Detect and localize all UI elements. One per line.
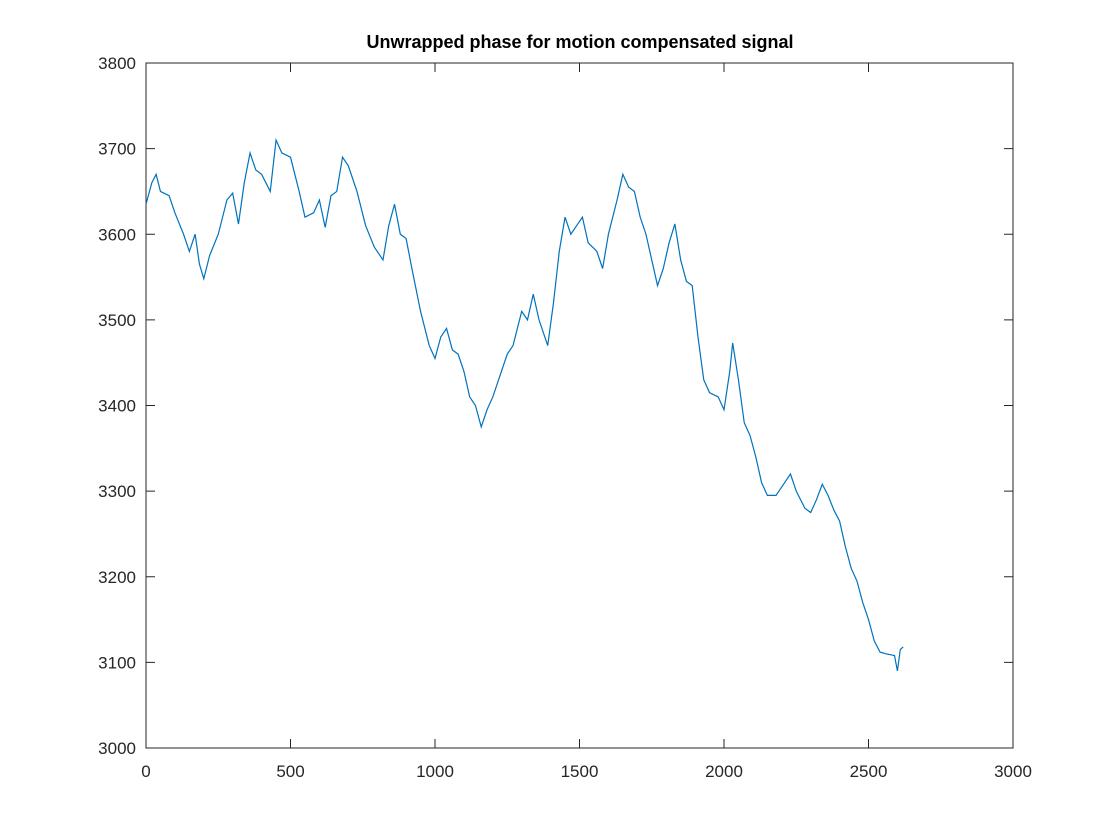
y-tick-label: 3100 <box>98 653 136 672</box>
y-tick-label: 3600 <box>98 225 136 244</box>
y-tick-label: 3000 <box>98 739 136 758</box>
x-tick-label: 1000 <box>416 762 454 781</box>
y-tick-label: 3400 <box>98 397 136 416</box>
x-tick-label: 500 <box>276 762 304 781</box>
x-tick-label: 2500 <box>850 762 888 781</box>
x-tick-label: 2000 <box>705 762 743 781</box>
data-line <box>145 137 904 672</box>
y-tick-label: 3700 <box>98 140 136 159</box>
x-tick-label: 3000 <box>994 762 1032 781</box>
x-tick-label: 1500 <box>561 762 599 781</box>
y-tick-label: 3200 <box>98 568 136 587</box>
y-tick-label: 3500 <box>98 311 136 330</box>
y-tick-label: 3800 <box>98 54 136 73</box>
y-tick-label: 3300 <box>98 482 136 501</box>
x-tick-label: 0 <box>141 762 150 781</box>
chart-title: Unwrapped phase for motion compensated s… <box>366 32 793 52</box>
plot-area <box>145 62 1014 749</box>
